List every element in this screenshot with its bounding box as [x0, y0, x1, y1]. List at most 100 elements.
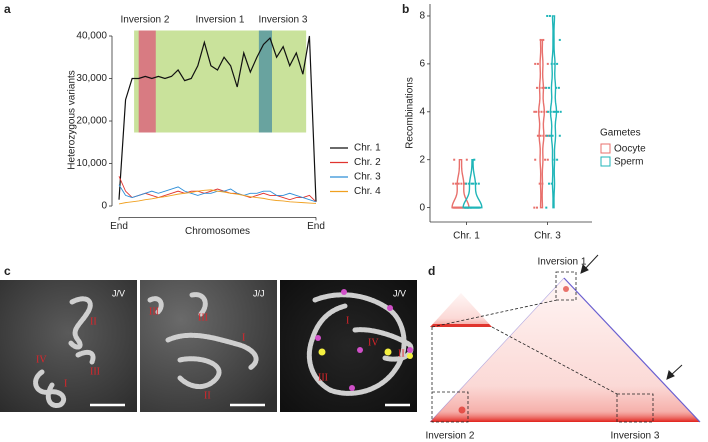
chromosomes — [33, 292, 414, 409]
point — [546, 62, 549, 65]
point — [476, 206, 479, 209]
line — [118, 35, 317, 202]
y-tick-label: 20,000 — [76, 116, 107, 127]
region-label: Inversion 3 — [259, 15, 308, 26]
legend-label: Sperm — [614, 157, 643, 168]
point — [556, 62, 559, 65]
legend-label: Chr. 2 — [354, 157, 381, 168]
image-label: J/V — [112, 288, 125, 298]
point — [535, 110, 538, 113]
violin — [549, 15, 558, 209]
point — [548, 86, 550, 89]
point — [546, 14, 549, 17]
point — [554, 110, 557, 113]
panel-letter: c — [4, 264, 11, 278]
chromosome-label: II — [90, 316, 97, 327]
x-tick-label: Chr. 1 — [453, 231, 480, 242]
edge — [429, 277, 565, 423]
point — [475, 182, 478, 185]
point — [538, 182, 541, 185]
point — [465, 158, 468, 161]
point — [544, 158, 547, 161]
point — [469, 206, 472, 209]
point — [539, 134, 542, 137]
region-label: Inversion 1 — [538, 257, 587, 268]
chromosome-label: II — [204, 390, 211, 401]
edge — [563, 277, 701, 423]
inversion-region — [134, 30, 307, 133]
point — [465, 182, 468, 185]
point — [456, 206, 459, 209]
point — [552, 110, 555, 113]
x-axis-label: Chromosomes — [185, 226, 250, 237]
point — [548, 182, 550, 185]
chromosome-label: IV — [368, 337, 379, 348]
dashed-box — [431, 271, 654, 423]
point — [545, 134, 547, 137]
violin — [451, 159, 470, 209]
legend-label: Chr. 1 — [354, 143, 381, 154]
x-tick-label: End — [110, 221, 128, 232]
point — [553, 62, 556, 65]
y-tick-label: 2 — [419, 154, 425, 165]
x-tick-label: Chr. 3 — [534, 231, 561, 242]
y-tick-label: 10,000 — [76, 158, 107, 169]
line — [118, 176, 317, 203]
point — [550, 62, 553, 65]
diagonal-band — [430, 411, 700, 422]
y-tick-label: 6 — [419, 59, 425, 70]
inversion-region — [258, 30, 273, 133]
point — [558, 38, 561, 41]
region-label: Inversion 2 — [426, 431, 475, 442]
point — [452, 182, 455, 185]
point — [536, 134, 539, 137]
point — [551, 134, 554, 137]
point — [472, 182, 475, 185]
y-tick-label: 0 — [101, 201, 107, 212]
x-tick-label: End — [307, 221, 325, 232]
point — [453, 158, 456, 161]
point — [546, 158, 549, 161]
panel-letter: a — [4, 2, 11, 16]
chromosome-label: III — [318, 372, 328, 383]
legend-label: Chr. 4 — [354, 186, 381, 197]
violin — [462, 159, 483, 209]
y-tick-label: 8 — [419, 11, 425, 22]
panel-d: d Inversion 1 Inversion 2 Inversion 3 — [426, 254, 701, 442]
point — [474, 206, 477, 209]
point — [558, 134, 561, 137]
chromosome-label: III — [90, 366, 100, 377]
point — [549, 110, 552, 113]
panel-letter: b — [402, 2, 409, 16]
point — [556, 158, 559, 161]
chromosome-label: IV — [36, 354, 47, 365]
region-label: Inversion 2 — [121, 15, 170, 26]
contact-map — [430, 278, 700, 422]
y-tick-label: 0 — [419, 202, 425, 213]
point — [541, 182, 544, 185]
point — [545, 206, 548, 209]
point — [536, 206, 538, 209]
point — [454, 206, 457, 209]
y-tick-label: 30,000 — [76, 73, 107, 84]
panel-letter: d — [428, 264, 435, 278]
point — [557, 86, 560, 89]
point — [557, 110, 559, 113]
point — [470, 182, 473, 185]
point — [550, 182, 553, 185]
point — [548, 134, 551, 137]
inversion-region — [138, 30, 156, 133]
panel-c: c J/V J/J J/V II IV III I — [0, 264, 417, 412]
point — [533, 110, 536, 113]
legend-swatch — [600, 143, 611, 154]
point — [459, 206, 462, 209]
y-axis-label: Recombinations — [405, 77, 416, 149]
point — [538, 86, 541, 89]
point — [533, 206, 536, 209]
arrow — [580, 254, 683, 380]
inset-band — [430, 324, 492, 327]
point — [541, 86, 544, 89]
point — [547, 134, 550, 137]
legend-title: Gametes — [600, 128, 641, 139]
